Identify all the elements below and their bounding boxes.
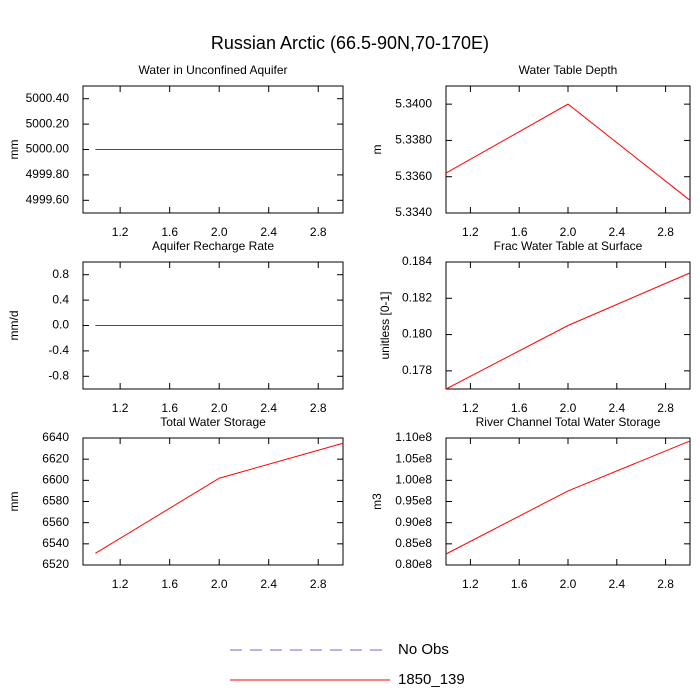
x-tick-label: 1.6 [511, 225, 528, 239]
series-line [95, 442, 344, 554]
x-tick-label: 1.6 [511, 401, 528, 415]
x-tick-label: 2.4 [260, 225, 277, 239]
y-axis-label: mm [7, 492, 21, 512]
panel-title: Water in Unconfined Aquifer [139, 63, 288, 77]
x-tick-label: 2.8 [657, 401, 674, 415]
x-tick-label: 2.4 [608, 225, 625, 239]
y-tick-label: 5.3400 [395, 96, 432, 110]
legend-label: No Obs [398, 641, 449, 658]
y-tick-label: 4999.60 [26, 192, 70, 206]
y-tick-label: 5.3340 [395, 205, 432, 219]
legend-label: 1850_139 [398, 671, 465, 688]
x-tick-label: 1.6 [161, 401, 178, 415]
x-tick-label: 2.0 [560, 225, 577, 239]
y-tick-label: 6640 [42, 430, 69, 444]
y-axis-label: m3 [370, 493, 384, 510]
x-tick-label: 1.2 [462, 577, 479, 591]
x-tick-label: 1.6 [161, 225, 178, 239]
x-tick-label: 2.0 [560, 577, 577, 591]
y-tick-label: -0.4 [48, 343, 69, 357]
y-tick-label: 0.8 [52, 267, 69, 281]
y-tick-label: 4999.80 [26, 167, 70, 181]
x-tick-label: 1.2 [112, 577, 129, 591]
y-tick-label: 5000.20 [26, 116, 70, 130]
panel-title: Frac Water Table at Surface [494, 239, 643, 253]
y-tick-label: 6560 [42, 515, 69, 529]
panel-title: Aquifer Recharge Rate [152, 239, 274, 253]
y-axis-label: mm/d [7, 311, 21, 341]
x-tick-label: 1.2 [462, 401, 479, 415]
y-tick-label: 5.3360 [395, 169, 432, 183]
x-tick-label: 2.8 [657, 225, 674, 239]
series-line [445, 272, 691, 390]
y-tick-label: 6520 [42, 557, 69, 571]
y-tick-label: 5.3380 [395, 133, 432, 147]
y-tick-label: -0.8 [48, 368, 69, 382]
x-tick-label: 2.8 [310, 401, 327, 415]
series-line [445, 103, 691, 201]
x-tick-label: 2.4 [608, 577, 625, 591]
x-tick-label: 2.8 [657, 577, 674, 591]
y-tick-label: 0.4 [52, 292, 69, 306]
y-tick-label: 5000.40 [26, 91, 70, 105]
y-tick-label: 0.180 [402, 327, 432, 341]
y-tick-label: 0.182 [402, 290, 432, 304]
y-axis-label: unitless [0-1] [378, 291, 392, 359]
x-tick-label: 1.6 [511, 577, 528, 591]
x-tick-label: 2.8 [310, 225, 327, 239]
series-line [445, 440, 691, 555]
y-tick-label: 0.184 [402, 254, 432, 268]
x-tick-label: 1.6 [161, 577, 178, 591]
y-axis-label: mm [7, 140, 21, 160]
y-tick-label: 6620 [42, 451, 69, 465]
y-tick-label: 0.0 [52, 318, 69, 332]
x-tick-label: 2.8 [310, 577, 327, 591]
x-tick-label: 2.0 [211, 577, 228, 591]
panel-title: River Channel Total Water Storage [476, 415, 661, 429]
panel-title: Total Water Storage [160, 415, 266, 429]
y-tick-label: 0.95e8 [395, 494, 432, 508]
x-tick-label: 2.0 [211, 225, 228, 239]
y-tick-label: 1.00e8 [395, 473, 432, 487]
x-tick-label: 1.2 [112, 225, 129, 239]
y-tick-label: 6580 [42, 494, 69, 508]
plot-frame [445, 437, 691, 566]
plot-frame [445, 85, 691, 214]
y-tick-label: 1.05e8 [395, 451, 432, 465]
y-tick-label: 1.10e8 [395, 430, 432, 444]
y-tick-label: 0.90e8 [395, 515, 432, 529]
x-tick-label: 2.4 [260, 577, 277, 591]
x-tick-label: 1.2 [112, 401, 129, 415]
x-tick-label: 2.4 [608, 401, 625, 415]
y-tick-label: 6540 [42, 536, 69, 550]
page-title: Russian Arctic (66.5-90N,70-170E) [211, 33, 489, 53]
y-tick-label: 0.80e8 [395, 557, 432, 571]
x-tick-label: 1.2 [462, 225, 479, 239]
plot-frame [82, 437, 344, 566]
y-tick-label: 6600 [42, 473, 69, 487]
y-tick-label: 5000.00 [26, 142, 70, 156]
x-tick-label: 2.0 [211, 401, 228, 415]
x-tick-label: 2.4 [260, 401, 277, 415]
x-tick-label: 2.0 [560, 401, 577, 415]
y-tick-label: 0.85e8 [395, 536, 432, 550]
panel-title: Water Table Depth [519, 63, 618, 77]
y-axis-label: m [370, 145, 384, 155]
y-tick-label: 0.178 [402, 363, 432, 377]
